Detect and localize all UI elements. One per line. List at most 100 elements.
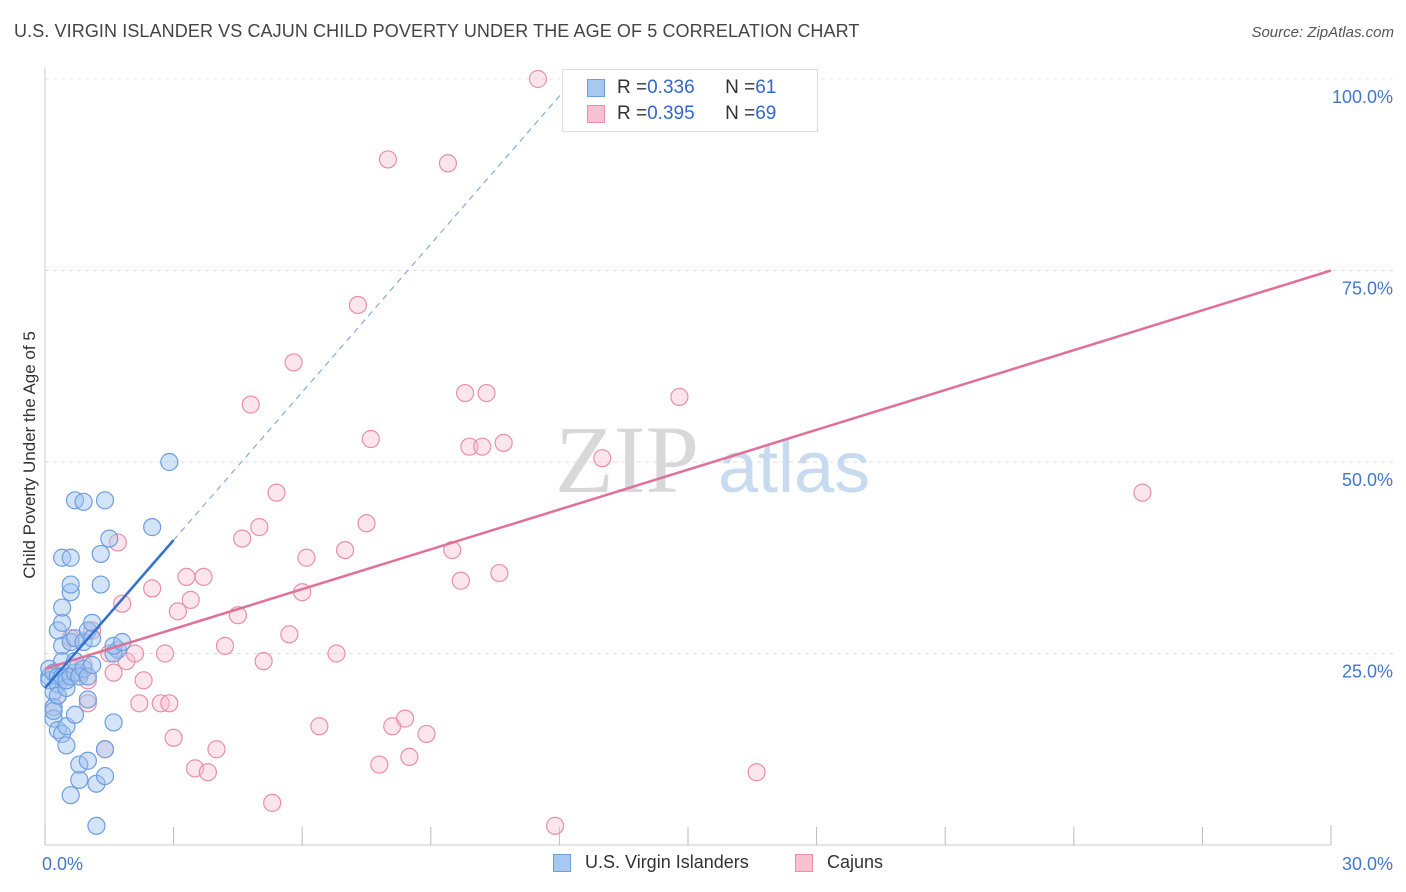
virgin-islander-point: [78, 690, 97, 709]
cajun-point: [155, 644, 175, 663]
virgin-islander-point: [61, 575, 80, 594]
legend-label: Cajuns: [827, 852, 884, 872]
cajun-point: [194, 567, 213, 587]
virgin-islander-point: [100, 529, 119, 548]
cajun-point: [78, 694, 97, 713]
trend-lines: [44, 70, 1332, 689]
cajun-point: [134, 671, 153, 690]
watermark-zip: ZIP: [555, 406, 699, 513]
virgin-islander-point: [61, 583, 80, 602]
virgin-islander-trend-extension: [173, 70, 582, 541]
legend-label: U.S. Virgin Islanders: [585, 852, 749, 872]
virgin-islander-trend-line: [44, 539, 175, 689]
virgin-islander-point: [95, 491, 115, 510]
legend-n-value: 61: [755, 77, 777, 98]
cajun-point: [460, 437, 479, 456]
virgin-islander-point: [91, 544, 110, 564]
virgin-islander-point: [57, 678, 76, 698]
virgin-islander-point: [104, 713, 123, 732]
cajun-point: [207, 740, 226, 759]
cajun-point: [473, 437, 492, 456]
y-tick-label: 100.0%: [1332, 87, 1393, 107]
legend-n-label: N =: [725, 103, 756, 124]
x-tick-labels: 0.0% 30.0%: [42, 854, 1393, 874]
legend-r-value: 0.336: [647, 77, 695, 98]
cajun-point: [267, 483, 286, 502]
virgin-islander-point: [70, 755, 89, 774]
cajun-point: [417, 724, 436, 744]
legend-swatch-blue: [587, 79, 605, 97]
virgin-islander-point: [74, 492, 93, 511]
cajun-point: [181, 590, 200, 609]
gridlines: [45, 78, 1395, 654]
cajun-point: [160, 694, 179, 713]
cajun-point: [670, 387, 689, 406]
cajun-point: [370, 755, 389, 774]
virgin-islander-point: [57, 736, 76, 755]
watermark-atlas: atlas: [718, 428, 870, 508]
virgin-islander-point: [91, 575, 110, 594]
y-tick-label: 50.0%: [1342, 470, 1393, 490]
legend-r-label: R =: [617, 103, 648, 124]
cajun-point: [400, 747, 419, 767]
virgin-islander-point: [44, 701, 63, 721]
virgin-islander-point: [78, 751, 97, 770]
cajun-point: [168, 602, 187, 621]
x-tick-label: 0.0%: [42, 854, 83, 874]
series-legend: U.S. Virgin Islanders Cajuns: [0, 852, 1406, 876]
cajun-point: [494, 433, 513, 452]
virgin-islander-point: [61, 548, 80, 567]
y-axis-label: Child Poverty Under the Age of 5: [20, 331, 39, 579]
cajun-point: [143, 579, 162, 598]
cajun-point: [1133, 483, 1152, 502]
cajun-point: [250, 518, 269, 537]
virgin-islander-point: [78, 667, 97, 686]
cajun-point: [241, 395, 260, 414]
virgin-islander-point: [95, 740, 115, 759]
cajun-point: [310, 717, 329, 736]
cajun-point: [104, 663, 123, 682]
legend-swatch-blue: [553, 853, 571, 872]
legend-n-label: N =: [725, 77, 756, 98]
virgin-islander-point: [95, 766, 115, 786]
legend-swatch-pink: [587, 105, 605, 123]
legend-row-virgin-islanders: R = 0.336 N = 61: [587, 76, 776, 100]
legend-item-cajuns[interactable]: Cajuns: [795, 852, 883, 873]
cajun-point: [528, 69, 548, 89]
cajun-point: [378, 150, 398, 169]
legend-row-cajuns: R = 0.395 N = 69: [587, 102, 776, 126]
cajun-point: [747, 763, 766, 782]
cajun-point: [254, 652, 273, 671]
virgin-islander-point: [83, 655, 102, 675]
cajun-point: [348, 295, 368, 315]
cajun-point: [215, 636, 235, 655]
virgin-islander-point: [70, 770, 89, 789]
series-cajuns: [44, 69, 1152, 835]
cajun-point: [455, 383, 475, 403]
cajun-point: [108, 533, 127, 552]
legend-item-virgin-islanders[interactable]: U.S. Virgin Islanders: [553, 852, 749, 873]
cajun-point: [593, 449, 612, 468]
cajun-point: [361, 429, 380, 449]
cajun-point: [451, 571, 470, 590]
cajun-point: [395, 709, 415, 728]
y-tick-label: 75.0%: [1342, 279, 1393, 299]
cajun-point: [438, 154, 458, 173]
virgin-islander-point: [143, 518, 162, 537]
cajun-trend-line: [44, 269, 1332, 671]
series-us-virgin-islanders: [40, 452, 179, 835]
legend-swatch-pink: [795, 853, 813, 872]
virgin-islander-point: [53, 598, 72, 617]
legend-r-label: R =: [617, 77, 648, 98]
cajun-point: [284, 353, 303, 372]
chart-title: U.S. VIRGIN ISLANDER VS CAJUN CHILD POVE…: [14, 21, 860, 41]
cajun-point: [297, 548, 316, 567]
legend-n-value: 69: [755, 103, 777, 124]
virgin-islander-point: [61, 786, 80, 805]
cajun-point: [280, 625, 299, 644]
cajun-point: [335, 540, 355, 560]
cajun-point: [477, 383, 496, 403]
source-label: Source: ZipAtlas.com: [1251, 24, 1394, 41]
virgin-islander-point: [87, 816, 106, 835]
